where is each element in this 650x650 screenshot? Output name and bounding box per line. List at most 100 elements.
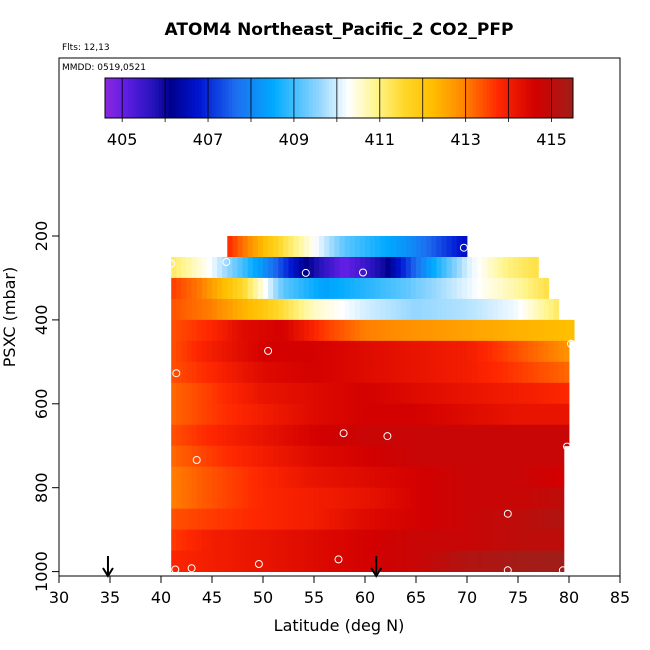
colorbar-segment: [188, 78, 193, 118]
heatmap-cell: [196, 361, 203, 384]
heatmap-cell: [502, 340, 509, 363]
heatmap-cell: [349, 340, 356, 363]
heatmap-cell: [354, 529, 361, 552]
heatmap-cell: [533, 319, 539, 342]
colorbar-segment: [171, 78, 176, 118]
colorbar-segment: [318, 78, 323, 118]
heatmap-cell: [206, 445, 213, 468]
heatmap-cell: [232, 466, 238, 489]
colorbar-segment: [145, 78, 149, 118]
heatmap-cell: [293, 445, 300, 468]
colorbar-segment: [141, 78, 146, 118]
heatmap-cell: [324, 236, 330, 258]
heatmap-cell: [416, 340, 422, 363]
heatmap-cell: [502, 298, 509, 321]
heatmap-cell: [201, 403, 208, 426]
colorbar-segment: [332, 78, 337, 118]
heatmap-cell: [196, 277, 203, 300]
heatmap-cell: [176, 277, 182, 300]
heatmap-cell: [288, 340, 294, 363]
heatmap-cell: [171, 361, 177, 384]
heatmap-cell: [237, 466, 243, 489]
heatmap-cell: [227, 403, 233, 426]
colorbar-segment: [509, 78, 514, 118]
heatmap-cell: [293, 361, 300, 384]
heatmap-cell: [273, 382, 279, 405]
heatmap-cell: [446, 403, 453, 426]
heatmap-cell: [431, 403, 437, 426]
heatmap-cell: [543, 319, 549, 342]
heatmap-cell: [431, 277, 437, 300]
heatmap-cell: [528, 529, 534, 552]
heatmap-cell: [273, 424, 279, 447]
heatmap-cell: [456, 298, 463, 321]
heatmap-cell: [370, 236, 376, 258]
heatmap-cell: [298, 466, 305, 489]
heatmap-cell: [344, 550, 351, 572]
heatmap-cell: [354, 256, 361, 279]
heatmap-cell: [339, 236, 345, 258]
colorbar-segment: [208, 78, 213, 118]
y-tick-label: 400: [32, 305, 51, 336]
heatmap-cell: [497, 487, 504, 510]
heatmap-cell: [263, 466, 269, 489]
heatmap-cell: [186, 487, 192, 510]
heatmap-cell: [507, 340, 514, 363]
heatmap-cell: [528, 298, 534, 321]
heatmap-cell: [344, 319, 351, 342]
colorbar-segment: [138, 78, 143, 118]
heatmap-cell: [308, 340, 315, 363]
heatmap-cell: [339, 550, 345, 572]
heatmap-cell: [268, 403, 274, 426]
heatmap-cell: [186, 550, 192, 572]
heatmap-cell: [186, 382, 192, 405]
heatmap-cell: [359, 319, 366, 342]
heatmap-cell: [283, 382, 289, 405]
heatmap-cell: [278, 382, 284, 405]
heatmap-cell: [288, 403, 294, 426]
heatmap-cell: [303, 466, 310, 489]
heatmap-cell: [252, 298, 259, 321]
colorbar-segment: [201, 78, 206, 118]
heatmap-cell: [186, 298, 192, 321]
heatmap-cell: [339, 340, 345, 363]
heatmap-cell: [298, 277, 305, 300]
heatmap-cell: [375, 550, 381, 572]
heatmap-cell: [247, 424, 254, 447]
heatmap-cell: [431, 382, 437, 405]
heatmap-cell: [431, 466, 437, 489]
heatmap-cell: [456, 424, 463, 447]
colorbar-segment: [151, 78, 156, 118]
heatmap-cell: [349, 550, 356, 572]
heatmap-cell: [314, 403, 320, 426]
heatmap-cell: [467, 550, 473, 572]
heatmap-cell: [201, 508, 208, 531]
heatmap-cell: [533, 361, 539, 384]
heatmap-cell: [324, 340, 330, 363]
heatmap-cell: [171, 529, 177, 552]
heatmap-cell: [329, 319, 335, 342]
heatmap-cell: [563, 403, 570, 426]
heatmap-cell: [217, 382, 223, 405]
colorbar-segment: [362, 78, 367, 118]
heatmap-cell: [451, 550, 458, 572]
heatmap-cell: [482, 382, 488, 405]
heatmap-cell: [370, 298, 376, 321]
colorbar-segment: [566, 78, 571, 118]
heatmap-cell: [405, 298, 412, 321]
heatmap-cell: [512, 508, 519, 531]
heatmap-cell: [354, 403, 361, 426]
heatmap-cell: [237, 424, 243, 447]
x-tick-label: 85: [610, 588, 630, 607]
heatmap-cell: [518, 382, 524, 405]
colorbar-segment: [425, 78, 430, 118]
heatmap-cell: [191, 361, 198, 384]
heatmap-cell: [319, 445, 325, 468]
heatmap-cell: [528, 340, 534, 363]
sample-point: [563, 442, 571, 451]
colorbar-segment: [198, 78, 203, 118]
heatmap-cell: [212, 487, 218, 510]
heatmap-cell: [477, 529, 483, 552]
colorbar-segment: [305, 78, 310, 118]
heatmap-cell: [502, 256, 509, 279]
